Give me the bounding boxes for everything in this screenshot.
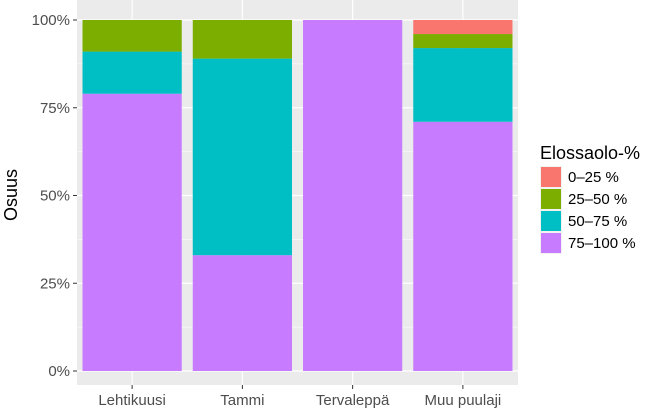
bar-segment: [413, 34, 513, 49]
bar-segment: [413, 48, 513, 122]
legend-label: 25–50 %: [568, 191, 627, 208]
bar-segment: [192, 255, 292, 371]
bar-segment: [303, 20, 403, 371]
legend-swatch: [541, 167, 561, 187]
legend-label: 75–100 %: [568, 235, 636, 252]
x-tick-label: Lehtikuusi: [98, 392, 166, 409]
legend-title: Elossaolo-%: [540, 143, 640, 163]
x-tick-label: Tervaleppä: [316, 392, 390, 409]
legend: Elossaolo-% 0–25 % 25–50 % 50–75 % 75–100 %: [540, 143, 640, 254]
x-tick-label: Tammi: [220, 392, 264, 409]
legend-swatch: [541, 211, 561, 231]
bar-segment: [192, 20, 292, 59]
bar-segment: [82, 51, 182, 94]
x-axis: Lehtikuusi Tammi Tervaleppä Muu puulaji: [98, 385, 501, 409]
bar-segment: [413, 20, 513, 35]
y-tick-label: 75%: [40, 100, 70, 117]
y-axis: 0% 25% 50% 75% 100%: [32, 12, 77, 380]
legend-label: 0–25 %: [568, 169, 619, 186]
y-tick-label: 100%: [32, 12, 70, 29]
bars: [82, 20, 513, 372]
bar-segment: [82, 93, 182, 372]
x-tick-label: Muu puulaji: [425, 392, 502, 409]
legend-swatch: [541, 189, 561, 209]
y-axis-title: Osuus: [1, 169, 21, 221]
legend-swatch: [541, 233, 561, 253]
y-tick-label: 0%: [48, 363, 70, 380]
bar-segment: [82, 20, 182, 52]
bar-segment: [192, 58, 292, 256]
y-tick-label: 25%: [40, 275, 70, 292]
legend-label: 50–75 %: [568, 213, 627, 230]
bar-segment: [413, 121, 513, 371]
y-tick-label: 50%: [40, 188, 70, 205]
